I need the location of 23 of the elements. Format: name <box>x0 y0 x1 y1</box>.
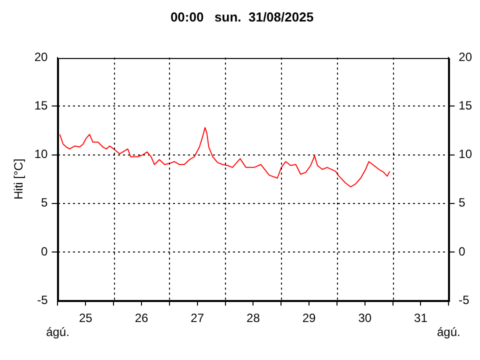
y2-tick-label: 20 <box>458 50 472 64</box>
text: ágú. <box>46 324 70 339</box>
y-tick-label: 10 <box>34 147 48 162</box>
y-tick-label: -5 <box>37 292 48 307</box>
y-tick-label: 5 <box>41 196 48 210</box>
x-tick-label: 29 <box>302 311 316 326</box>
x-tick-label: 26 <box>134 311 149 326</box>
y2-tick-label: -5 <box>458 292 470 307</box>
y2-tick-label: 5 <box>458 196 466 210</box>
chart-title: 00:00 sun. 31/08/2025 <box>170 9 314 24</box>
x-tick-label: 31 <box>414 311 428 326</box>
y2-tick-label: 15 <box>458 98 472 113</box>
y-tick-label: 20 <box>34 50 48 64</box>
x-tick-label: 30 <box>358 311 372 326</box>
x-tick-label: 27 <box>190 311 204 326</box>
y2-tick-label: 0 <box>458 244 466 258</box>
x-tick-label: 28 <box>246 311 260 326</box>
y-tick-label: 15 <box>34 98 48 113</box>
x-tick-label: 25 <box>78 311 93 326</box>
y-axis-title: Hiti [°C] <box>12 158 26 200</box>
y-tick-label: 0 <box>41 244 48 258</box>
y2-tick-label: 10 <box>458 147 472 162</box>
text: ágú. <box>436 324 460 339</box>
